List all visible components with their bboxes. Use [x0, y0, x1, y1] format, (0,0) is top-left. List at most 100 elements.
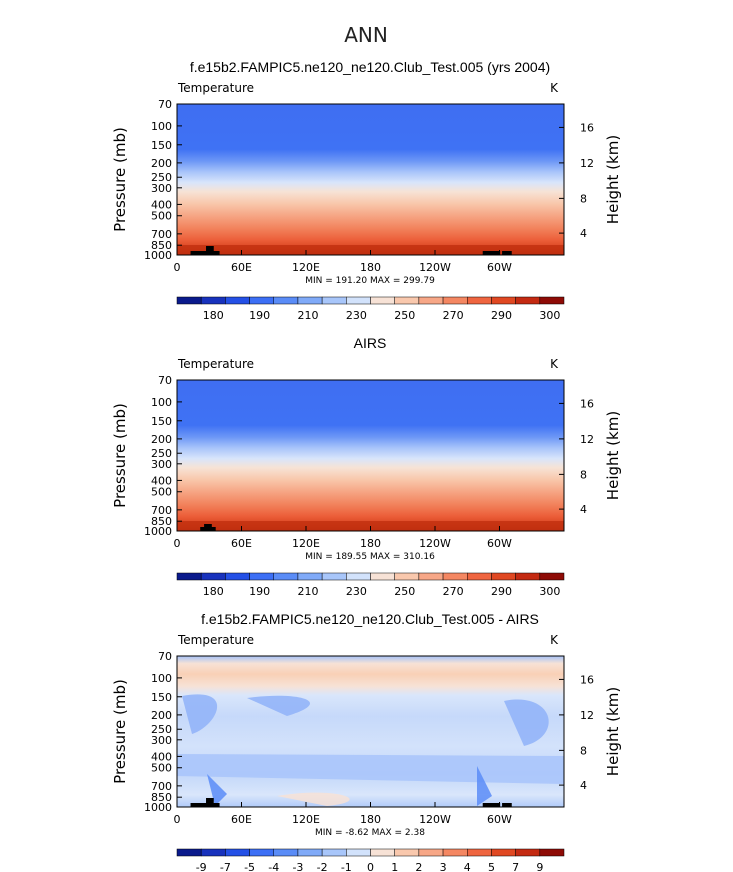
colorbar-label: -3 — [292, 861, 303, 872]
heatmap-field — [177, 104, 564, 255]
colorbar-label: 250 — [394, 309, 415, 322]
panel-3: f.e15b2.FAMPIC5.ne120_ne120.Club_Test.00… — [111, 611, 622, 872]
colorbar-label: 300 — [539, 309, 560, 322]
variable-label: Temperature — [177, 357, 254, 371]
colorbar-swatch — [539, 848, 565, 857]
colorbar-swatch — [200, 296, 226, 305]
y-tick-label: 500 — [151, 762, 172, 775]
panel-title: AIRS — [354, 335, 387, 351]
colorbar-label: 180 — [203, 585, 224, 598]
panel-1: f.e15b2.FAMPIC5.ne120_ne120.Club_Test.00… — [111, 59, 622, 322]
colorbar-swatch — [225, 296, 250, 305]
y2-tick-label: 12 — [580, 433, 594, 446]
colorbar-label: 9 — [536, 861, 543, 872]
y-tick-label: 700 — [151, 228, 172, 241]
colorbar-swatch — [346, 296, 371, 305]
colorbar-label: 290 — [491, 309, 512, 322]
y-axis-title: Pressure (mb) — [111, 127, 129, 232]
colorbar-swatch — [515, 296, 541, 305]
colorbar-label: 250 — [394, 585, 415, 598]
y-tick-label: 400 — [151, 474, 172, 487]
heatmap-field — [177, 656, 564, 807]
colorbar-label: 230 — [346, 309, 367, 322]
contour-region — [177, 754, 564, 784]
y2-tick-label: 16 — [580, 121, 594, 134]
colorbar-swatch — [321, 296, 347, 305]
colorbar-swatch — [273, 572, 299, 581]
colorbar-label: 210 — [298, 309, 319, 322]
topography — [190, 251, 220, 255]
colorbar-swatch — [249, 572, 274, 581]
x-tick-label: 120E — [292, 261, 320, 274]
colorbar-label: 270 — [443, 309, 464, 322]
x-tick-label: 60E — [231, 813, 252, 826]
colorbar-swatch — [370, 848, 395, 857]
y-tick-label: 400 — [151, 198, 172, 211]
y-tick-label: 150 — [151, 415, 172, 428]
y-tick-label: 250 — [151, 171, 172, 184]
colorbar-swatch — [467, 572, 492, 581]
colorbar-swatch — [273, 848, 299, 857]
y-tick-label: 700 — [151, 780, 172, 793]
colorbar-label: 210 — [298, 585, 319, 598]
colorbar-swatch — [297, 848, 323, 857]
contour-region — [277, 792, 350, 806]
y2-tick-label: 4 — [580, 227, 587, 240]
colorbar-label: 270 — [443, 585, 464, 598]
min-max-text: MIN = -8.62 MAX = 2.38 — [315, 828, 425, 838]
colorbar-label: -5 — [244, 861, 255, 872]
colorbar-swatch — [467, 296, 492, 305]
y-tick-label: 200 — [151, 709, 172, 722]
heatmap-field — [177, 380, 564, 531]
colorbar-swatch — [491, 572, 516, 581]
x-tick-label: 120E — [292, 813, 320, 826]
x-tick-label: 120W — [419, 813, 451, 826]
contour-region — [182, 694, 218, 734]
colorbar-swatch — [297, 296, 323, 305]
colorbar-label: 180 — [203, 309, 224, 322]
y-axis-title: Pressure (mb) — [111, 403, 129, 508]
x-tick-label: 60W — [487, 537, 512, 550]
figure-title: ANN — [344, 23, 388, 47]
topography — [206, 798, 214, 807]
colorbar-swatch — [442, 296, 468, 305]
colorbar-label: 230 — [346, 585, 367, 598]
colorbar-label: 1 — [391, 861, 398, 872]
y-tick-label: 850 — [151, 515, 172, 528]
y-tick-label: 500 — [151, 486, 172, 499]
y-tick-label: 70 — [158, 650, 172, 663]
topography — [502, 803, 512, 807]
topography — [502, 251, 512, 255]
x-tick-label: 60E — [231, 537, 252, 550]
y2-tick-label: 4 — [580, 503, 587, 516]
y-tick-label: 1000 — [144, 801, 172, 814]
colorbar-label: 2 — [415, 861, 422, 872]
y2-tick-label: 4 — [580, 779, 587, 792]
x-tick-label: 180 — [360, 261, 381, 274]
colorbar-swatch — [515, 572, 541, 581]
colorbar-label: 0 — [367, 861, 374, 872]
colorbar-label: 3 — [440, 861, 447, 872]
contour-region — [207, 774, 227, 806]
y2-tick-label: 8 — [580, 192, 587, 205]
x-tick-label: 60W — [487, 813, 512, 826]
colorbar-swatch — [249, 848, 274, 857]
colorbar-swatch — [225, 572, 250, 581]
min-max-text: MIN = 191.20 MAX = 299.79 — [305, 276, 435, 286]
topography — [482, 251, 501, 255]
colorbar-label: 190 — [249, 309, 270, 322]
y-tick-label: 70 — [158, 98, 172, 111]
colorbar-swatch — [394, 848, 420, 857]
colorbar-swatch — [176, 296, 202, 305]
panel-title: f.e15b2.FAMPIC5.ne120_ne120.Club_Test.00… — [201, 611, 539, 627]
y-tick-label: 150 — [151, 691, 172, 704]
y2-axis-title: Height (km) — [604, 135, 622, 224]
colorbar-swatch — [321, 572, 347, 581]
contour-region — [477, 766, 492, 806]
colorbar-swatch — [249, 296, 274, 305]
colorbar-swatch — [394, 572, 420, 581]
panel-title: f.e15b2.FAMPIC5.ne120_ne120.Club_Test.00… — [190, 59, 550, 75]
x-tick-label: 180 — [360, 813, 381, 826]
